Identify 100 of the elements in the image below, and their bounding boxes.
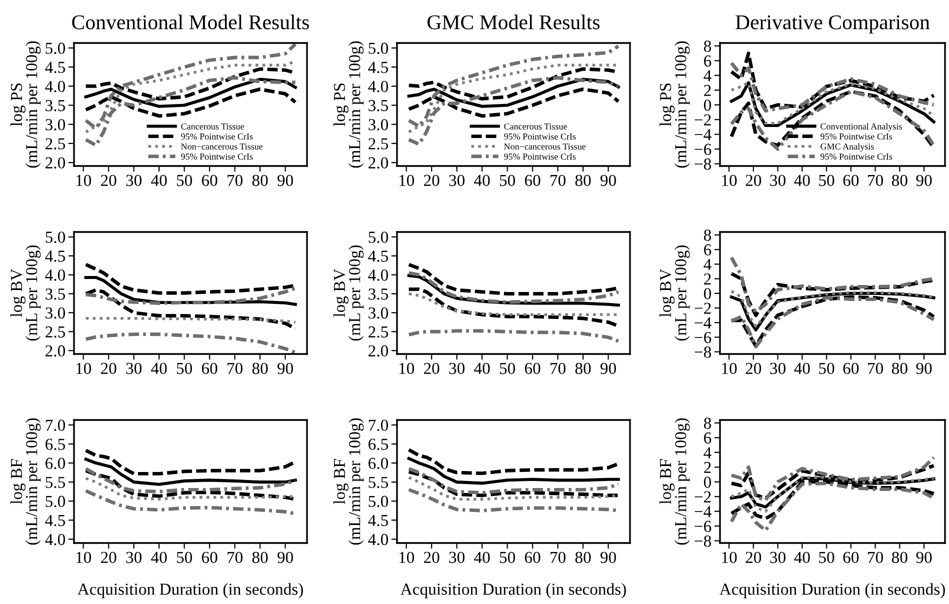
- x-tick-label: 20: [424, 362, 440, 374]
- y-tick-label: 2.5: [46, 326, 66, 338]
- line-series: [730, 456, 936, 502]
- line-series: [407, 44, 620, 128]
- y-tick-label: 4: [704, 70, 712, 82]
- y-tick-label: 4.0: [45, 534, 66, 546]
- legend-label: 95% Pointwise CrIs: [181, 154, 253, 160]
- y-tick-label: 3.0: [368, 119, 388, 130]
- y-axis-title: log BF (mL/min per 100g): [10, 418, 41, 545]
- y-tick-label: −2: [694, 114, 711, 126]
- y-tick-label: 2.0: [368, 345, 388, 357]
- y-tick-label: 4.5: [368, 514, 388, 526]
- x-tick-label: 50: [176, 174, 192, 186]
- y-axis-title: log BV (mL per 100g): [333, 245, 364, 341]
- x-tick-label: 20: [100, 362, 116, 374]
- x-tick-label: 50: [500, 552, 516, 564]
- line-series: [84, 458, 297, 486]
- x-tick-label: 60: [202, 552, 218, 564]
- x-tick-label: 40: [151, 362, 167, 374]
- y-tick-label: 5.0: [368, 42, 388, 54]
- y-tick-label: 7.0: [368, 420, 388, 431]
- x-tick-label: 80: [575, 552, 591, 564]
- y-tick-label: 3.0: [46, 119, 66, 130]
- x-tick-label: 70: [868, 552, 883, 564]
- y-tick-label: 6: [704, 432, 712, 444]
- legend-label: Cancerous Tissue: [181, 123, 244, 130]
- y-tick-label: 4.5: [45, 514, 66, 526]
- y-tick-label: −2: [694, 491, 711, 502]
- line-series: [84, 332, 298, 354]
- x-tick-label: 40: [151, 552, 167, 564]
- y-tick-label: −6: [694, 520, 712, 532]
- x-axis-title: Acquisition Duration (in seconds): [400, 583, 626, 598]
- x-tick-label: 90: [916, 552, 932, 564]
- x-tick-label: 20: [100, 552, 116, 564]
- y-tick-label: 5.5: [368, 476, 388, 488]
- x-tick-label: 30: [770, 174, 786, 186]
- y-tick-label: 4.5: [45, 62, 66, 74]
- y-tick-label: 4.0: [368, 270, 388, 281]
- x-tick-label: 30: [770, 362, 786, 374]
- legend-label: 95% Pointwise CrIs: [504, 154, 576, 160]
- y-tick-label: −4: [694, 317, 712, 328]
- line-series: [84, 288, 298, 330]
- x-tick-label: 40: [794, 362, 810, 374]
- y-tick-label: 5.0: [46, 496, 66, 508]
- y-tick-label: 8: [704, 40, 712, 52]
- legend-label: Non−cancerous Tissue: [504, 144, 586, 150]
- x-tick-label: 70: [228, 362, 242, 374]
- y-tick-label: 4: [704, 258, 712, 270]
- y-tick-label: 2.0: [46, 345, 66, 357]
- y-tick-label: 8: [704, 230, 712, 241]
- x-tick-label: 80: [252, 552, 268, 564]
- y-tick-label: 0: [704, 100, 712, 111]
- y-tick-label: 6.5: [46, 438, 66, 450]
- x-tick-label: 50: [500, 362, 516, 374]
- x-tick-label: 70: [228, 174, 242, 186]
- y-tick-label: 2.0: [368, 157, 388, 169]
- y-axis-title: log BF (mL/min per 100g): [659, 418, 690, 545]
- legend-label: 95% Pointwise CrIs: [820, 133, 892, 140]
- legend-label: 95% Pointwise CrIs: [504, 133, 576, 140]
- y-tick-label: 4.5: [45, 250, 66, 262]
- y-tick-label: 4.0: [45, 80, 66, 92]
- legend-label: Conventional Analysis: [820, 123, 902, 132]
- x-tick-label: 80: [575, 362, 591, 374]
- x-tick-label: 90: [916, 362, 932, 374]
- x-tick-label: 60: [843, 552, 859, 564]
- y-tick-label: 8: [704, 418, 712, 429]
- y-axis-title: log BF (mL/min per 100g): [333, 418, 364, 545]
- chart-title: GMC Model Results: [428, 14, 600, 30]
- x-tick-label: 20: [424, 174, 440, 186]
- x-tick-label: 40: [474, 552, 490, 564]
- x-tick-label: 20: [100, 174, 116, 186]
- y-tick-label: −4: [694, 506, 712, 518]
- y-tick-label: 3.5: [368, 288, 388, 300]
- y-tick-label: 0: [704, 476, 712, 488]
- x-tick-label: 20: [746, 552, 762, 564]
- legend-label: GMC Analysis: [820, 143, 874, 152]
- y-tick-label: 0: [704, 288, 712, 300]
- x-tick-label: 90: [916, 174, 932, 186]
- y-tick-label: 6: [704, 244, 712, 256]
- x-tick-label: 60: [843, 362, 859, 374]
- x-tick-label: 10: [399, 174, 414, 186]
- x-tick-label: 90: [600, 552, 616, 564]
- x-tick-label: 90: [277, 174, 293, 186]
- x-tick-label: 10: [76, 174, 92, 186]
- y-tick-label: −6: [694, 144, 712, 156]
- y-tick-label: 3.0: [368, 307, 388, 319]
- x-tick-label: 80: [892, 174, 908, 186]
- y-tick-label: 2.0: [46, 157, 66, 169]
- line-series: [730, 61, 936, 112]
- y-tick-label: 2: [704, 274, 711, 285]
- y-tick-label: 6: [704, 55, 712, 67]
- x-tick-label: 30: [449, 362, 465, 374]
- x-tick-label: 70: [550, 362, 566, 374]
- legend-label: 95% Pointwise CrIs: [820, 154, 892, 160]
- x-tick-label: 90: [600, 362, 616, 374]
- y-tick-label: 3.5: [368, 100, 388, 112]
- x-tick-label: 40: [474, 362, 490, 374]
- x-tick-label: 40: [794, 552, 810, 564]
- x-tick-label: 60: [202, 174, 218, 186]
- y-tick-label: −8: [694, 158, 712, 170]
